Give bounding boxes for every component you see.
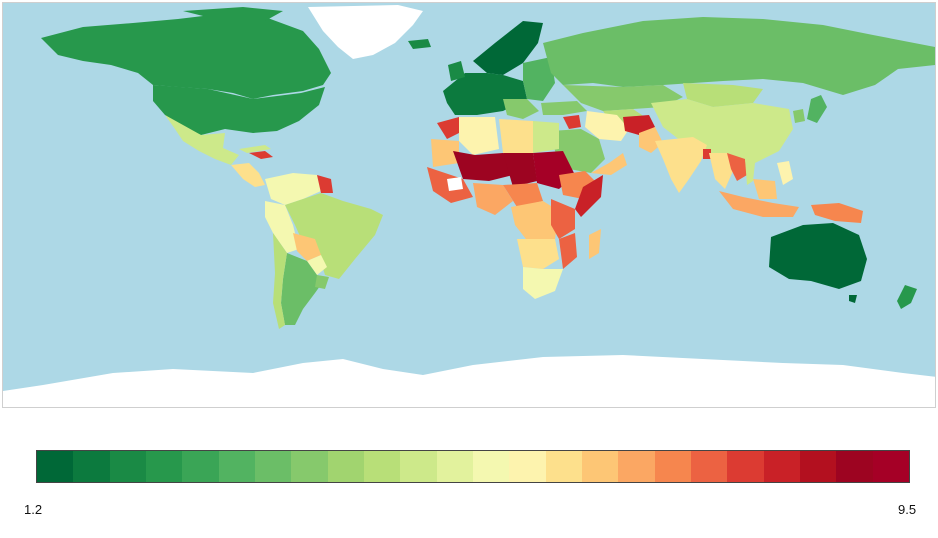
world-choropleth-svg <box>3 3 935 407</box>
egypt <box>533 121 559 153</box>
color-scale-swatch <box>327 451 364 482</box>
balkans <box>503 99 539 119</box>
color-scale-swatch <box>799 451 837 482</box>
color-scale-swatch <box>182 451 219 482</box>
southern-africa <box>523 267 563 299</box>
pakistan <box>639 127 663 153</box>
east-africa <box>551 199 575 239</box>
angola-zambia <box>517 239 559 269</box>
japan <box>807 95 827 123</box>
somalia <box>575 175 603 217</box>
mozambique <box>559 233 577 269</box>
algeria <box>459 117 499 155</box>
argentina <box>281 253 325 325</box>
color-scale-swatch <box>145 451 183 482</box>
color-scale-swatch <box>545 451 582 482</box>
chile <box>273 233 287 329</box>
paraguay <box>307 255 327 275</box>
canada-alaska <box>41 13 331 99</box>
canada-islands <box>183 7 283 21</box>
color-scale-swatch <box>254 451 292 482</box>
world-map <box>2 2 936 408</box>
color-scale-min-label: 1.2 <box>24 502 43 517</box>
colombia-venezuela <box>265 173 321 205</box>
central-african <box>503 183 543 207</box>
caribbean <box>249 151 273 159</box>
morocco <box>437 117 463 139</box>
color-scale-swatch <box>400 451 437 482</box>
color-scale-swatch <box>472 451 510 482</box>
liberia-nodata <box>447 177 463 191</box>
korea <box>793 109 805 123</box>
myanmar-thailand <box>709 153 733 189</box>
ecuador-peru <box>265 201 299 253</box>
new-guinea <box>811 203 863 223</box>
color-scale-swatch <box>436 451 473 482</box>
color-scale-swatch <box>654 451 691 482</box>
color-scale-swatch <box>618 451 655 482</box>
western-sahara-mauritania <box>431 139 459 167</box>
color-scale-swatch <box>37 451 74 482</box>
laos-cambodia <box>727 153 747 181</box>
congo <box>511 201 559 243</box>
yemen-oman <box>591 153 627 175</box>
color-scale-swatch <box>763 451 800 482</box>
scandinavia <box>473 21 543 75</box>
central-america <box>231 163 265 187</box>
color-scale-swatch <box>836 451 873 482</box>
color-scale-swatch <box>727 451 764 482</box>
madagascar <box>589 229 601 259</box>
antarctica <box>3 355 935 407</box>
mongolia <box>683 83 763 107</box>
chad <box>503 153 537 187</box>
color-scale-swatch <box>109 451 146 482</box>
syria-iraq <box>563 115 581 129</box>
color-scale-max-label: 9.5 <box>898 502 917 517</box>
uruguay <box>315 275 329 289</box>
borneo <box>753 179 777 199</box>
bangladesh <box>703 149 711 159</box>
color-scale-swatch <box>509 451 546 482</box>
india <box>655 137 707 193</box>
turkey <box>541 101 587 115</box>
color-scale-swatch <box>291 451 328 482</box>
color-scale-swatch <box>73 451 110 482</box>
greenland <box>308 5 423 59</box>
mexico <box>165 115 239 165</box>
bolivia <box>293 233 321 261</box>
iceland <box>408 39 431 49</box>
color-scale-swatch <box>872 451 909 482</box>
cuba <box>239 145 271 153</box>
iran <box>585 111 629 141</box>
uk <box>448 61 465 81</box>
russia <box>543 17 935 95</box>
indonesia <box>719 191 799 217</box>
tasmania <box>849 295 857 303</box>
china <box>651 99 793 165</box>
color-scale-swatch <box>218 451 255 482</box>
libya <box>499 119 533 153</box>
philippines <box>777 161 793 185</box>
nigeria-cameroon <box>473 183 513 215</box>
color-scale-swatch <box>363 451 401 482</box>
eastern-europe <box>523 57 555 101</box>
usa <box>153 85 325 135</box>
new-zealand <box>897 285 917 309</box>
color-scale-bar <box>36 450 910 483</box>
guyana-region <box>317 175 333 193</box>
australia <box>769 223 867 289</box>
vietnam <box>745 159 755 185</box>
brazil <box>285 193 383 279</box>
color-scale-swatch <box>690 451 728 482</box>
mali-niger <box>453 151 513 181</box>
color-scale-swatch <box>581 451 619 482</box>
